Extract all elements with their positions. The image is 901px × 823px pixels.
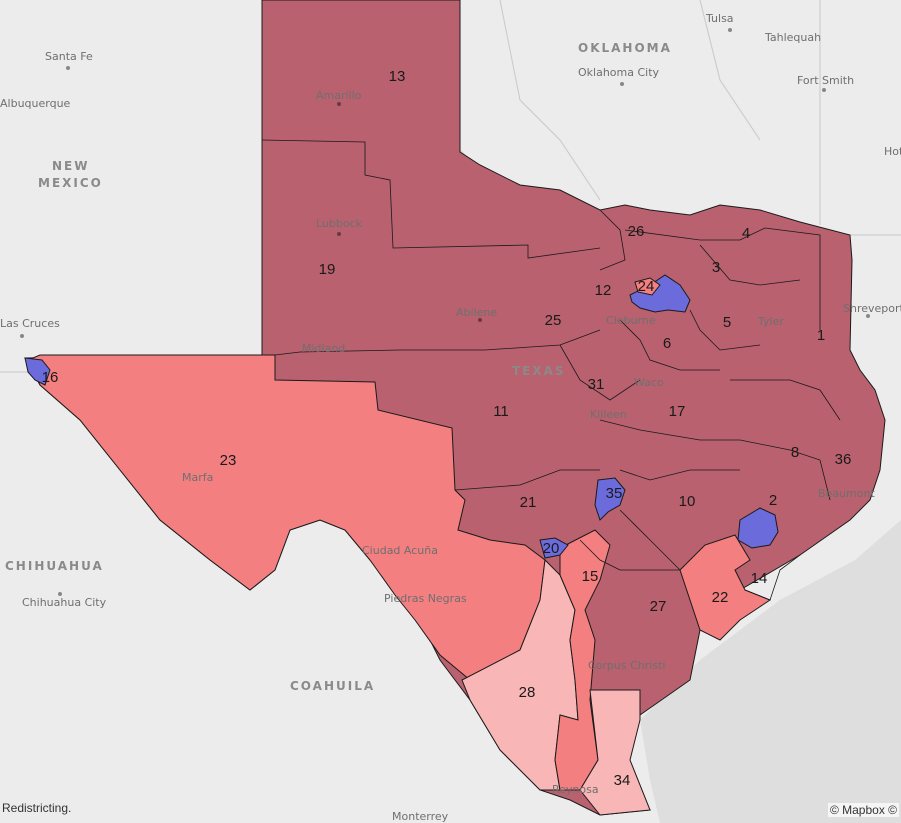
district-label: 10 — [679, 493, 696, 510]
label-chihuahua: CHIHUAHUA — [5, 559, 104, 573]
district-label: 24 — [638, 278, 655, 295]
label-tyler: Tyler — [757, 315, 784, 328]
district-labels: 13 19 26 4 3 24 12 25 5 1 6 16 31 11 17 … — [42, 68, 852, 789]
label-albuquerque: Albuquerque — [0, 97, 71, 110]
district-label: 15 — [582, 568, 599, 585]
label-marfa: Marfa — [182, 471, 213, 484]
label-chihuahua-city: Chihuahua City — [22, 596, 107, 609]
district-label: 34 — [614, 772, 631, 789]
district-sanantonio-dem-area — [539, 537, 569, 559]
label-corpus-christi: Corpus Christi — [588, 659, 665, 672]
district-label: 2 — [769, 492, 777, 509]
district-boundaries — [261, 139, 841, 601]
label-coahuila: COAHUILA — [290, 679, 375, 693]
district-label: 31 — [588, 376, 605, 393]
district-label: 3 — [712, 259, 720, 276]
label-amarillo: Amarillo — [316, 89, 362, 102]
district-label: 26 — [628, 223, 645, 240]
footer-text: Redistricting. — [2, 801, 72, 815]
district-label: 14 — [751, 570, 768, 587]
label-killeen: Killeen — [590, 408, 627, 421]
label-las-cruces: Las Cruces — [0, 317, 60, 330]
district-label: 4 — [742, 225, 750, 242]
label-monterrey: Monterrey — [392, 810, 449, 823]
label-hot: Hot — [884, 145, 901, 158]
district-16-area — [24, 357, 51, 386]
district-24-area — [634, 277, 661, 296]
district-label: 36 — [835, 451, 852, 468]
district-label: 22 — [712, 589, 729, 606]
place-labels: Santa Fe Albuquerque NEW MEXICO Las Cruc… — [0, 12, 901, 823]
label-midland: Midland — [302, 342, 345, 355]
district-label: 23 — [220, 452, 237, 469]
label-oklahoma-city: Oklahoma City — [578, 66, 660, 79]
label-texas: TEXAS — [512, 364, 566, 378]
district-label: 21 — [520, 494, 537, 511]
label-oklahoma: OKLAHOMA — [578, 41, 672, 55]
district-label: 12 — [595, 282, 612, 299]
label-tulsa: Tulsa — [705, 12, 734, 25]
label-new-mexico-2: MEXICO — [38, 176, 103, 190]
district-label: 27 — [650, 598, 667, 615]
district-austin-dem-area — [594, 477, 626, 521]
district-label: 8 — [791, 444, 799, 461]
label-beaumont: Beaumont — [818, 487, 875, 500]
label-shreveport: Shreveport — [843, 302, 901, 315]
district-label: 28 — [519, 684, 536, 701]
label-reynosa: Reynosa — [552, 783, 599, 796]
district-label: 13 — [389, 68, 406, 85]
district-label: 11 — [493, 403, 509, 420]
district-label: 25 — [545, 312, 562, 329]
label-piedras-negras: Piedras Negras — [384, 592, 467, 605]
label-new-mexico-1: NEW — [52, 159, 89, 173]
label-fort-smith: Fort Smith — [797, 74, 854, 87]
district-label: 20 — [543, 540, 560, 557]
label-tahlequah: Tahlequah — [764, 31, 821, 44]
label-abilene: Abilene — [456, 306, 497, 319]
district-label: 6 — [663, 335, 671, 352]
district-23-area — [27, 354, 546, 681]
district-label: 17 — [669, 403, 686, 420]
gulf-water — [640, 520, 901, 823]
district-15-area — [554, 529, 611, 791]
district-houston-dem-area — [737, 507, 779, 549]
label-ciudad-acuna: Ciudad Acuña — [362, 544, 438, 557]
label-waco: Waco — [634, 376, 664, 389]
district-label: 19 — [319, 261, 336, 278]
district-label: 1 — [817, 327, 825, 344]
district-label: 16 — [42, 369, 59, 386]
district-label: 35 — [606, 485, 623, 502]
district-dallas-dem-area — [629, 274, 691, 313]
district-label: 5 — [723, 314, 731, 331]
label-cleburne: Cleburne — [606, 314, 656, 327]
district-34-area — [579, 689, 651, 816]
label-santa-fe: Santa Fe — [45, 50, 93, 63]
label-lubbock: Lubbock — [316, 217, 363, 230]
mapbox-attribution[interactable]: © Mapbox © — [827, 803, 899, 817]
